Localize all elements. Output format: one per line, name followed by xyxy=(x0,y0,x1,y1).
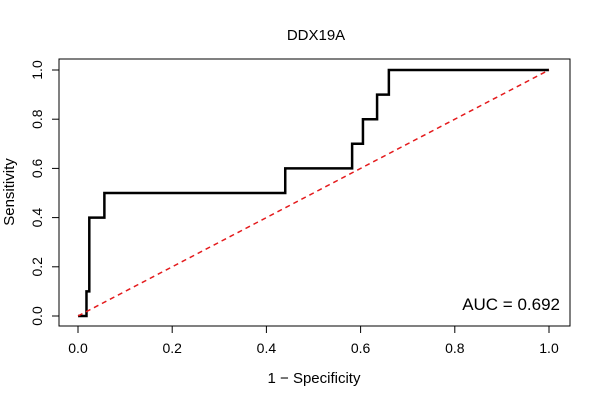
reference-diagonal-line xyxy=(77,69,550,317)
y-tick-label: 0.0 xyxy=(29,306,45,326)
y-tick-label: 0.6 xyxy=(29,158,45,178)
x-tick-label: 0.6 xyxy=(351,340,371,356)
x-tick-label: 0.0 xyxy=(68,340,88,356)
chart-title: DDX19A xyxy=(287,27,345,44)
x-tick-label: 0.4 xyxy=(257,340,277,356)
x-tick-label: 0.8 xyxy=(445,340,465,356)
x-tick-label: 0.2 xyxy=(162,340,182,356)
y-tick-label: 0.4 xyxy=(29,208,45,228)
roc-curve-line xyxy=(78,68,549,318)
y-tick-label: 1.0 xyxy=(29,60,45,80)
auc-annotation: AUC = 0.692 xyxy=(462,295,560,314)
y-tick-label: 0.8 xyxy=(29,109,45,129)
x-tick-label: 1.0 xyxy=(539,340,559,356)
y-axis-title: Sensitivity xyxy=(1,158,18,226)
y-tick-label: 0.2 xyxy=(29,257,45,277)
plot-frame xyxy=(58,58,571,327)
x-axis-title: 1 − Specificity xyxy=(268,370,361,387)
